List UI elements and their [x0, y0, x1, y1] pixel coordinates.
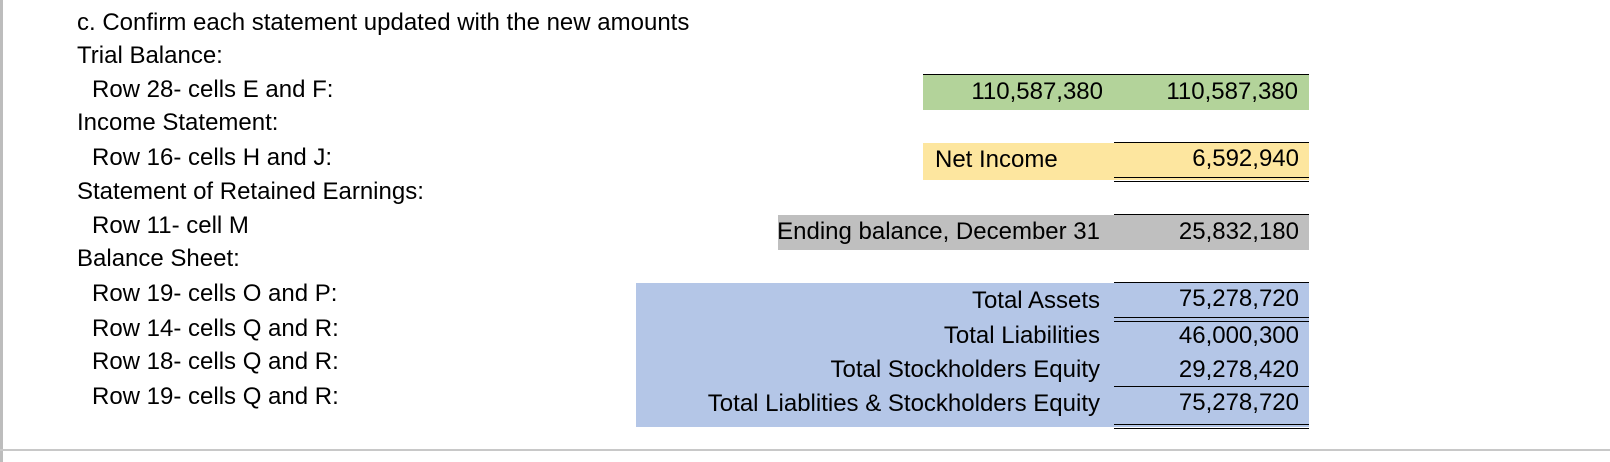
total-liabilities-label: Total Liabilities: [943, 322, 1100, 349]
trial-balance-credit-cell: 110,587,380: [1166, 78, 1298, 105]
balance-sheet-fill: [636, 283, 1309, 427]
total-equity-label: Total Stockholders Equity: [830, 356, 1100, 383]
left-border: [0, 0, 3, 462]
income-statement-fill: [923, 143, 1309, 180]
trial-balance-debit-cell: 110,587,380: [971, 78, 1103, 105]
bottom-border: [0, 449, 1610, 451]
ending-balance-label: Ending balance, December 31: [777, 218, 1100, 245]
retained-earnings-row-label: Row 11- cell M: [92, 212, 249, 239]
retained-earnings-heading: Statement of Retained Earnings:: [77, 178, 424, 205]
assets-top-border: [1114, 282, 1309, 283]
balance-row-label-total: Row 19- cells Q and R:: [92, 383, 339, 410]
ending-balance-value: 25,832,180: [1178, 218, 1299, 245]
trial-balance-top-border: [923, 74, 1309, 75]
trial-balance-row-label: Row 28- cells E and F:: [92, 76, 334, 103]
total-underline-1: [1114, 424, 1309, 425]
income-statement-heading: Income Statement:: [77, 109, 279, 136]
instruction-line: c. Confirm each statement updated with t…: [77, 9, 690, 36]
total-underline-2: [1114, 428, 1309, 429]
trial-balance-heading: Trial Balance:: [77, 42, 223, 69]
net-income-label: Net Income: [935, 146, 1058, 173]
net-income-top-border: [1114, 142, 1309, 143]
assets-underline-2: [1114, 321, 1309, 322]
total-liabilities-value: 46,000,300: [1178, 322, 1299, 349]
income-statement-row-label: Row 16- cells H and J:: [92, 144, 333, 171]
retained-earnings-fill: [778, 215, 1309, 250]
assets-underline-1: [1114, 317, 1309, 318]
net-income-underline-2: [1114, 181, 1309, 182]
equity-underline: [1114, 386, 1309, 387]
total-liabilities-equity-value: 75,278,720: [1178, 389, 1299, 416]
net-income-underline-1: [1114, 177, 1309, 178]
balance-row-label-liabilities: Row 14- cells Q and R:: [92, 315, 339, 342]
balance-sheet-heading: Balance Sheet:: [77, 245, 240, 272]
net-income-value: 6,592,940: [1192, 145, 1299, 172]
retained-earnings-top-border: [1114, 214, 1309, 215]
balance-row-label-equity: Row 18- cells Q and R:: [92, 348, 339, 375]
total-assets-value: 75,278,720: [1178, 285, 1299, 312]
balance-row-label-assets: Row 19- cells O and P:: [92, 280, 338, 307]
total-equity-value: 29,278,420: [1178, 356, 1299, 383]
total-assets-label: Total Assets: [971, 287, 1100, 314]
trial-balance-fill: [923, 75, 1309, 110]
total-liabilities-equity-label: Total Liablities & Stockholders Equity: [707, 390, 1100, 417]
